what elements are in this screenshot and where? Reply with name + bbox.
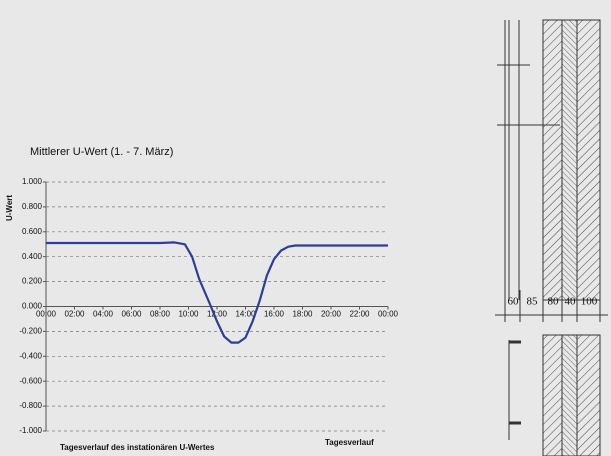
x-tick-label: 08:00 (150, 310, 171, 319)
x-tick-label: 20:00 (321, 310, 342, 319)
x-axis-label: Tagesverlauf (325, 438, 374, 447)
x-tick-label: 02:00 (64, 310, 85, 319)
y-tick-label: 0.400 (22, 252, 43, 261)
y-tick-label: 1.000 (22, 177, 43, 186)
x-tick-label: 04:00 (93, 310, 114, 319)
chart-title: Mittlerer U-Wert (1. - 7. März) (30, 146, 173, 158)
wall-section (495, 19, 608, 456)
x-tick-label: 14:00 (235, 310, 256, 319)
y-tick-label: -0.200 (19, 327, 42, 336)
x-tick-label: 18:00 (292, 310, 313, 319)
y-tick-label: -0.400 (19, 351, 42, 360)
y-tick-label: 0.000 (22, 302, 43, 311)
x-tick-label: 10:00 (178, 310, 199, 319)
dimension-label: 80 (548, 296, 560, 308)
y-tick-label: -1.000 (19, 426, 42, 435)
y-axis-label: U-Wert (5, 195, 14, 221)
y-tick-label: 0.600 (22, 227, 43, 236)
x-tick-label: 00:00 (378, 310, 399, 319)
caption: Tagesverlauf des instationären U-Wertes (60, 443, 215, 452)
y-tick-label: 0.800 (22, 202, 43, 211)
x-tick-label: 00:00 (36, 310, 57, 319)
dimension-label: 60 (508, 296, 520, 308)
dimension-label: 100 (581, 296, 598, 308)
dimension-label: 40 (565, 296, 577, 308)
x-tick-label: 06:00 (121, 310, 142, 319)
x-tick-label: 22:00 (349, 310, 370, 319)
x-tick-label: 12:00 (207, 310, 228, 319)
dimension-label: 85 (527, 296, 539, 308)
y-tick-label: -0.600 (19, 376, 42, 385)
data-line (46, 241, 388, 344)
y-tick-label: 0.200 (22, 277, 43, 286)
y-tick-label: -0.800 (19, 401, 42, 410)
x-tick-label: 16:00 (264, 310, 285, 319)
